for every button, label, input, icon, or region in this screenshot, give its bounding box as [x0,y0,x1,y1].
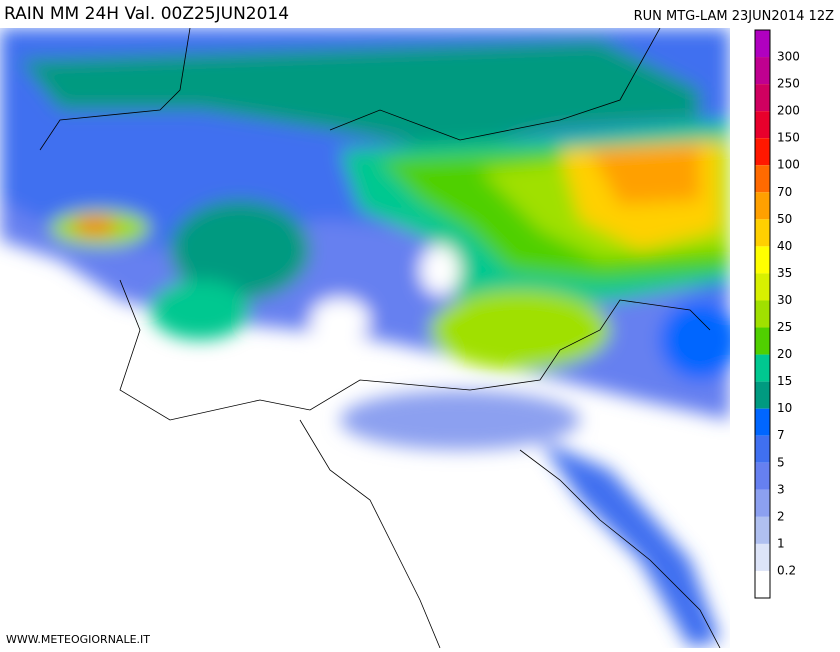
legend-label: 250 [777,77,800,91]
legend-label: 20 [777,347,792,361]
legend-swatch [755,327,770,355]
legend-label: 15 [777,374,792,388]
legend-swatch [755,138,770,166]
legend-swatch [755,381,770,409]
legend-swatch [755,192,770,220]
legend-label: 40 [777,239,792,253]
credit: WWW.METEOGIORNALE.IT [6,633,150,646]
legend-swatch [755,57,770,85]
legend-swatch [755,408,770,436]
legend-label: 25 [777,320,792,334]
legend-label: 200 [777,104,800,118]
legend-swatch [755,570,770,598]
legend-label: 100 [777,158,800,172]
run-info: RUN MTG-LAM 23JUN2014 12Z [634,9,834,24]
legend-swatch [755,165,770,193]
legend-label: 2 [777,509,785,523]
legend-label: 10 [777,401,792,415]
legend-label: 35 [777,266,792,280]
legend-label: 3 [777,482,785,496]
legend-label: 150 [777,131,800,145]
legend-swatch [755,300,770,328]
legend-swatch [755,84,770,112]
legend-swatch [755,516,770,544]
legend-swatch [755,435,770,463]
legend-label: 7 [777,428,785,442]
legend-frame [754,29,771,599]
map-title: RAIN MM 24H Val. 00Z25JUN2014 [4,4,289,24]
legend-swatch [755,489,770,517]
legend-swatch [755,219,770,247]
legend-swatch [755,111,770,139]
legend-swatch [755,462,770,490]
legend-swatch [755,354,770,382]
legend-label: 0.2 [777,563,796,577]
legend-label: 70 [777,185,792,199]
legend-swatch [755,273,770,301]
legend-swatch [755,246,770,274]
legend-swatch [755,30,770,58]
precip-field [0,28,730,648]
legend-label: 300 [777,50,800,64]
legend-label: 1 [777,536,785,550]
legend-label: 5 [777,455,785,469]
legend-label: 50 [777,212,792,226]
legend-swatch [755,543,770,571]
legend: 300 250 200 150 100 70 50 40 35 30 25 20 15 10 7 5 3 2 1 0.… [754,29,800,599]
legend-label: 30 [777,293,792,307]
